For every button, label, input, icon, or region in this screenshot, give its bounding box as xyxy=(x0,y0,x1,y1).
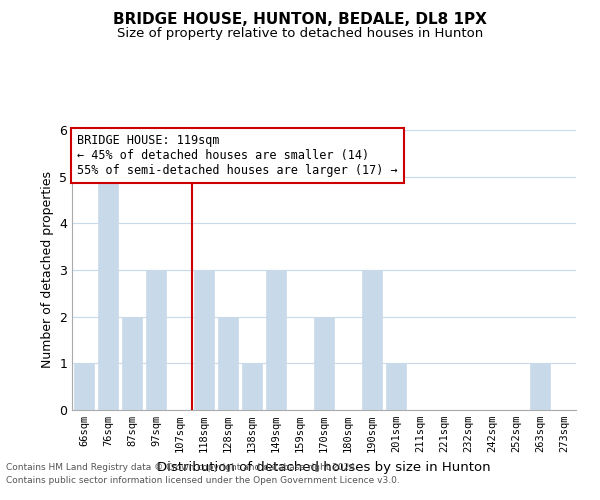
Text: Contains public sector information licensed under the Open Government Licence v3: Contains public sector information licen… xyxy=(6,476,400,485)
Bar xyxy=(146,270,166,410)
Text: BRIDGE HOUSE, HUNTON, BEDALE, DL8 1PX: BRIDGE HOUSE, HUNTON, BEDALE, DL8 1PX xyxy=(113,12,487,28)
Text: Contains HM Land Registry data © Crown copyright and database right 2024.: Contains HM Land Registry data © Crown c… xyxy=(6,464,358,472)
Bar xyxy=(218,316,238,410)
Bar xyxy=(122,316,142,410)
Bar xyxy=(314,316,334,410)
X-axis label: Distribution of detached houses by size in Hunton: Distribution of detached houses by size … xyxy=(157,460,491,473)
Bar xyxy=(266,270,286,410)
Text: BRIDGE HOUSE: 119sqm
← 45% of detached houses are smaller (14)
55% of semi-detac: BRIDGE HOUSE: 119sqm ← 45% of detached h… xyxy=(77,134,398,177)
Bar xyxy=(362,270,382,410)
Bar xyxy=(74,364,94,410)
Bar xyxy=(242,364,262,410)
Bar xyxy=(530,364,550,410)
Text: Size of property relative to detached houses in Hunton: Size of property relative to detached ho… xyxy=(117,28,483,40)
Bar xyxy=(194,270,214,410)
Bar xyxy=(98,176,118,410)
Y-axis label: Number of detached properties: Number of detached properties xyxy=(41,172,53,368)
Bar xyxy=(386,364,406,410)
